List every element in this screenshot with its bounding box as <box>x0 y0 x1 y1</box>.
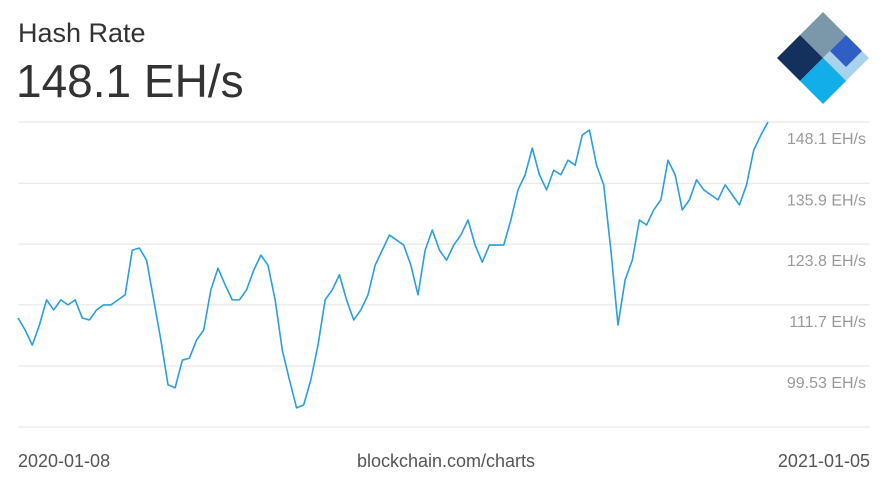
y-tick-label: 148.1 EH/s <box>787 131 866 148</box>
x-end-label: 2021-01-05 <box>778 451 870 471</box>
current-value: 148.1 EH/s <box>16 55 244 107</box>
y-tick-label: 99.53 EH/s <box>787 375 866 392</box>
source-label: blockchain.com/charts <box>357 451 535 471</box>
y-tick-label: 111.7 EH/s <box>789 314 866 331</box>
logo <box>777 12 869 104</box>
data-line <box>17 121 769 409</box>
y-tick-label: 123.8 EH/s <box>787 253 866 270</box>
y-tick-label: 135.9 EH/s <box>787 192 866 209</box>
chart-title: Hash Rate <box>18 18 146 48</box>
x-start-label: 2020-01-08 <box>18 451 110 471</box>
